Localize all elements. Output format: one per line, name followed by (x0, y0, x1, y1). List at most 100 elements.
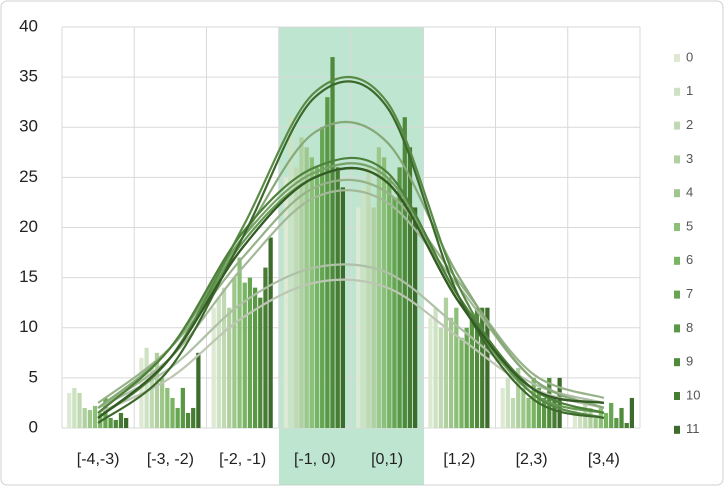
fit-curve (97, 156, 605, 415)
bar (118, 412, 124, 428)
bar (165, 387, 170, 428)
bar (609, 402, 614, 428)
bar (294, 167, 299, 428)
bar (356, 207, 361, 428)
bar (288, 117, 294, 428)
bar (185, 412, 191, 428)
bar (603, 412, 609, 428)
bar (191, 407, 196, 428)
bar (443, 297, 449, 428)
bar (371, 207, 376, 428)
bar (221, 287, 227, 428)
bar (283, 177, 289, 428)
bar (387, 177, 392, 428)
legend-label: 8 (686, 320, 693, 335)
fit-curve (97, 166, 605, 419)
bar (505, 377, 510, 428)
bar (232, 277, 237, 428)
bar (124, 417, 129, 428)
bar (211, 307, 216, 428)
x-tick-label: [-1, 0) (294, 451, 336, 468)
legend-swatch (674, 425, 680, 434)
bar (413, 207, 418, 428)
bar (247, 277, 253, 428)
bar (485, 307, 490, 428)
bar (454, 307, 459, 428)
bar (552, 397, 557, 428)
bar (361, 187, 366, 428)
bar (335, 167, 340, 428)
bar (376, 147, 382, 429)
bar (237, 257, 242, 428)
legend-swatch (674, 223, 680, 231)
bar (309, 157, 314, 428)
bar (531, 377, 536, 428)
bar (87, 409, 93, 428)
fit-curves (97, 76, 605, 424)
y-tick-label: 10 (19, 317, 38, 336)
fit-curve (97, 76, 605, 420)
y-tick-label: 0 (29, 417, 38, 436)
y-tick-label: 5 (29, 367, 38, 386)
bar (154, 352, 160, 428)
bar (624, 422, 629, 428)
y-tick-label: 30 (19, 117, 38, 136)
bar (572, 407, 578, 428)
legend-label: 7 (686, 286, 693, 301)
bar (149, 367, 154, 428)
legend-swatch (674, 324, 680, 333)
bar (433, 307, 438, 428)
legend-swatch (674, 155, 680, 164)
y-tick-label: 15 (19, 267, 38, 286)
legend-label: 4 (686, 185, 693, 200)
bar (325, 97, 330, 429)
bar (340, 187, 346, 428)
x-tick-label: [2,3) (516, 451, 548, 468)
bar (449, 317, 454, 428)
legend-label: 11 (686, 421, 700, 436)
bar (438, 327, 443, 428)
bar (541, 397, 547, 428)
legend-swatch (674, 256, 680, 265)
legend-label: 9 (686, 354, 693, 369)
bar (252, 287, 258, 428)
y-tick-label: 40 (19, 16, 38, 35)
bar (526, 397, 531, 428)
legend-swatch (674, 392, 680, 400)
legend-swatch (674, 87, 680, 96)
legend-swatch (674, 189, 680, 198)
bar (77, 392, 82, 428)
bar (402, 117, 407, 428)
bar (629, 397, 635, 428)
bar (216, 297, 221, 428)
x-tick-label: [1,2) (443, 451, 475, 468)
bar (469, 317, 474, 428)
bar (593, 417, 598, 428)
bar (577, 412, 583, 428)
x-tick-label: [-2, -1) (219, 451, 266, 468)
bar (314, 167, 320, 428)
bar (614, 417, 619, 428)
bar (521, 387, 526, 428)
bar (320, 127, 325, 428)
bars (67, 57, 635, 429)
bar (480, 307, 485, 428)
bar (397, 167, 402, 428)
y-tick-label: 25 (19, 167, 38, 186)
bar (263, 267, 268, 428)
bar (366, 167, 371, 428)
bar (144, 347, 149, 428)
y-tick-label: 35 (19, 67, 38, 86)
bar (510, 397, 516, 428)
bar (175, 407, 180, 428)
bar (299, 137, 304, 428)
bar (108, 417, 113, 428)
legend-label: 3 (686, 151, 693, 166)
bar (474, 307, 480, 428)
legend-label: 5 (686, 218, 693, 233)
x-tick-label: [3,4) (588, 451, 620, 468)
bar (242, 282, 247, 428)
legend-label: 6 (686, 252, 693, 267)
